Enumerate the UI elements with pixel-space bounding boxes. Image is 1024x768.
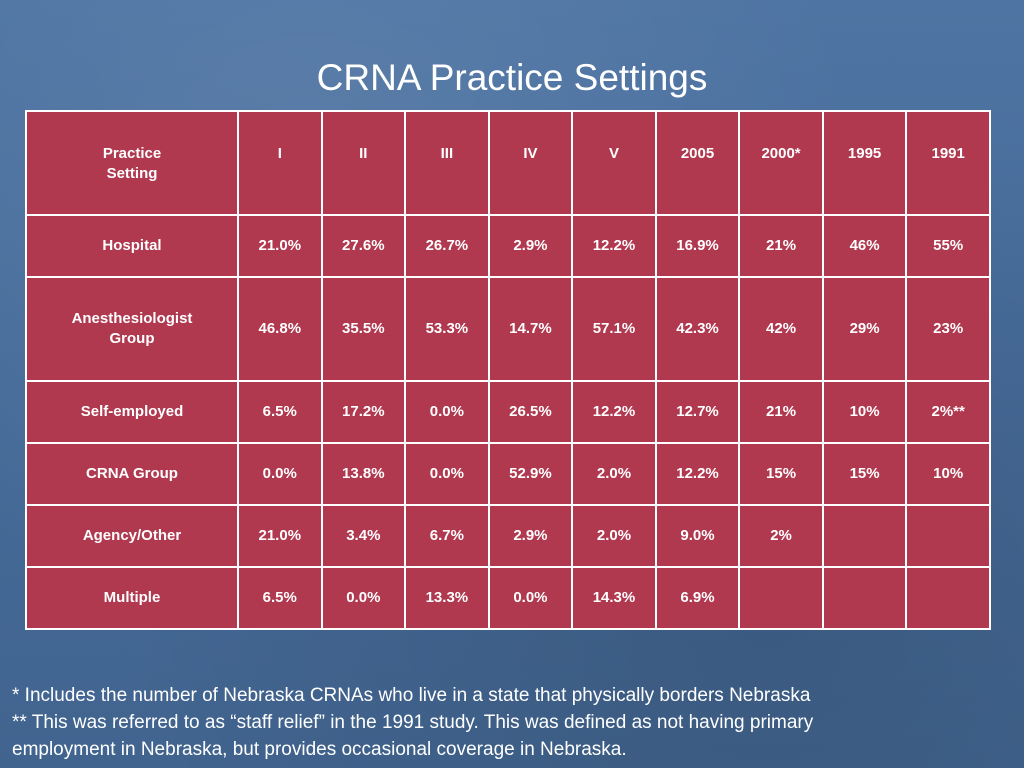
table-cell: 2.0% [571, 504, 657, 568]
table-cell: 2.9% [487, 504, 574, 568]
row-label: Multiple [25, 566, 239, 630]
table-cell: 10% [905, 442, 991, 506]
footnote-double-asterisk-line1: ** This was referred to as “staff relief… [12, 712, 814, 733]
table-cell: 6.9% [654, 566, 741, 630]
table-row-hospital: Hospital 21.0% 27.6% 26.7% 2.9% 12.2% 16… [25, 214, 991, 278]
table-cell [905, 566, 991, 630]
table-cell: 12.7% [654, 380, 741, 444]
footnote-single-asterisk: * Includes the number of Nebraska CRNAs … [12, 685, 811, 706]
table-cell: 29% [821, 276, 908, 382]
column-header: V [571, 110, 657, 216]
table-cell: 21.0% [237, 504, 323, 568]
column-header: I [237, 110, 323, 216]
column-header: 1995 [821, 110, 908, 216]
table-cell: 0.0% [320, 566, 407, 630]
slide-title: CRNA Practice Settings [316, 57, 708, 98]
table-row-multiple: Multiple 6.5% 0.0% 13.3% 0.0% 14.3% 6.9% [25, 566, 991, 630]
table-cell: 21.0% [237, 214, 323, 278]
footnote-double-asterisk-line2: employment in Nebraska, but provides occ… [12, 739, 627, 760]
table-cell [821, 504, 908, 568]
table-cell: 46.8% [237, 276, 323, 382]
header-label-line: Setting [106, 165, 158, 182]
column-header: 2000* [738, 110, 824, 216]
table-cell [738, 566, 824, 630]
table-cell: 21% [738, 380, 824, 444]
table-row-anesthesiologist-group: Anesthesiologist Group 46.8% 35.5% 53.3%… [25, 276, 991, 382]
header-label-line: Practice [102, 145, 162, 162]
table-row-agency-other: Agency/Other 21.0% 3.4% 6.7% 2.9% 2.0% 9… [25, 504, 991, 568]
table-cell: 15% [738, 442, 824, 506]
column-header: 2005 [654, 110, 741, 216]
table-cell: 14.3% [571, 566, 657, 630]
table-cell: 3.4% [320, 504, 407, 568]
column-header: II [320, 110, 407, 216]
table-cell: 6.7% [404, 504, 490, 568]
table-cell: 42% [738, 276, 824, 382]
row-label: Anesthesiologist Group [25, 276, 239, 382]
table-cell: 0.0% [237, 442, 323, 506]
column-header: IV [487, 110, 574, 216]
table-row-self-employed: Self-employed 6.5% 17.2% 0.0% 26.5% 12.2… [25, 380, 991, 444]
table-cell: 2.9% [487, 214, 574, 278]
table-cell: 57.1% [571, 276, 657, 382]
table-cell: 27.6% [320, 214, 407, 278]
table-cell: 16.9% [654, 214, 741, 278]
row-label: Hospital [25, 214, 239, 278]
table-cell: 17.2% [320, 380, 407, 444]
table-cell: 2.0% [571, 442, 657, 506]
table-cell: 35.5% [320, 276, 407, 382]
table-cell: 53.3% [404, 276, 490, 382]
table-cell: 13.3% [404, 566, 490, 630]
table-cell: 9.0% [654, 504, 741, 568]
table-cell: 12.2% [571, 214, 657, 278]
table-cell: 21% [738, 214, 824, 278]
table-header-row: Practice Setting I II III IV V 2005 2000… [25, 110, 991, 216]
row-label: CRNA Group [25, 442, 239, 506]
table-cell: 55% [905, 214, 991, 278]
table-cell: 26.7% [404, 214, 490, 278]
table-cell: 13.8% [320, 442, 407, 506]
table-cell: 10% [821, 380, 908, 444]
table-cell: 52.9% [487, 442, 574, 506]
table-cell: 2% [738, 504, 824, 568]
header-cell-practice-setting: Practice Setting [25, 110, 239, 216]
table-cell: 15% [821, 442, 908, 506]
table-cell: 42.3% [654, 276, 741, 382]
table-cell: 46% [821, 214, 908, 278]
column-header: 1991 [905, 110, 991, 216]
column-header: III [404, 110, 490, 216]
table-cell: 6.5% [237, 380, 323, 444]
table-cell [905, 504, 991, 568]
row-label: Agency/Other [25, 504, 239, 568]
table-cell: 0.0% [487, 566, 574, 630]
table-cell: 12.2% [571, 380, 657, 444]
table-cell: 14.7% [487, 276, 574, 382]
row-label-line: Anesthesiologist [71, 310, 193, 327]
table-cell [821, 566, 908, 630]
practice-settings-table: Practice Setting I II III IV V 2005 2000… [25, 110, 991, 630]
row-label: Self-employed [25, 380, 239, 444]
table-cell: 0.0% [404, 442, 490, 506]
table-row-crna-group: CRNA Group 0.0% 13.8% 0.0% 52.9% 2.0% 12… [25, 442, 991, 506]
table-cell: 0.0% [404, 380, 490, 444]
table-cell: 26.5% [487, 380, 574, 444]
table-cell: 2%** [905, 380, 991, 444]
table-cell: 12.2% [654, 442, 741, 506]
table-cell: 6.5% [237, 566, 323, 630]
row-label-line: Group [109, 330, 155, 347]
footnotes: * Includes the number of Nebraska CRNAs … [12, 682, 1012, 763]
table-cell: 23% [905, 276, 991, 382]
